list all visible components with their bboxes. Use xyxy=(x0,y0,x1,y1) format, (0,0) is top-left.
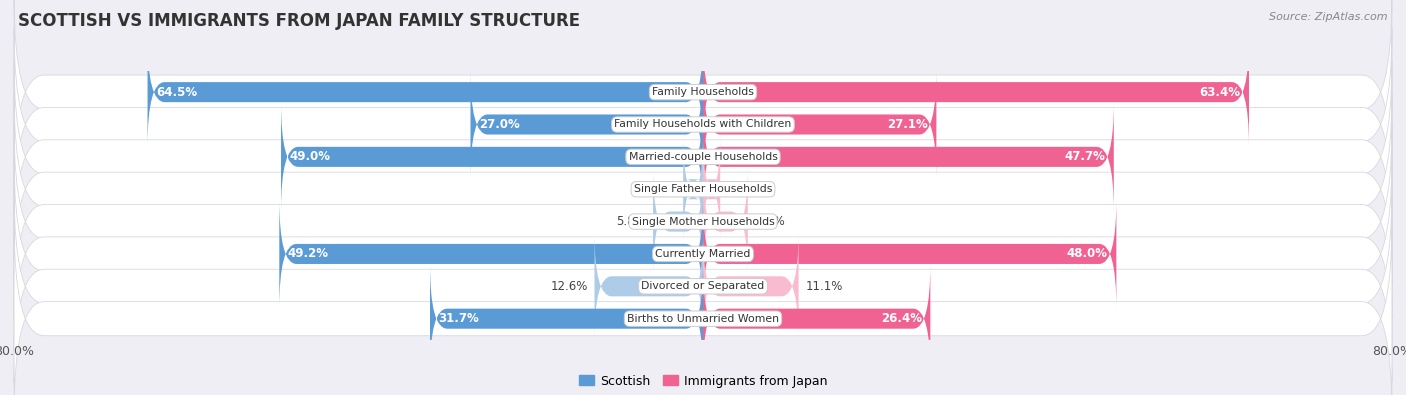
Text: Married-couple Households: Married-couple Households xyxy=(628,152,778,162)
FancyBboxPatch shape xyxy=(703,102,1114,212)
FancyBboxPatch shape xyxy=(703,199,1116,308)
FancyBboxPatch shape xyxy=(652,167,703,276)
FancyBboxPatch shape xyxy=(14,125,1392,318)
Text: SCOTTISH VS IMMIGRANTS FROM JAPAN FAMILY STRUCTURE: SCOTTISH VS IMMIGRANTS FROM JAPAN FAMILY… xyxy=(18,12,581,30)
FancyBboxPatch shape xyxy=(471,70,703,179)
FancyBboxPatch shape xyxy=(14,0,1392,188)
FancyBboxPatch shape xyxy=(703,135,720,244)
Text: 64.5%: 64.5% xyxy=(156,86,197,99)
FancyBboxPatch shape xyxy=(14,93,1392,286)
Text: 63.4%: 63.4% xyxy=(1199,86,1240,99)
FancyBboxPatch shape xyxy=(148,38,703,147)
Text: Divorced or Separated: Divorced or Separated xyxy=(641,281,765,291)
Text: 11.1%: 11.1% xyxy=(806,280,842,293)
Text: Single Father Households: Single Father Households xyxy=(634,184,772,194)
FancyBboxPatch shape xyxy=(703,264,931,373)
Legend: Scottish, Immigrants from Japan: Scottish, Immigrants from Japan xyxy=(574,370,832,393)
Text: 5.2%: 5.2% xyxy=(755,215,785,228)
Text: Source: ZipAtlas.com: Source: ZipAtlas.com xyxy=(1270,12,1388,22)
FancyBboxPatch shape xyxy=(703,167,748,276)
Text: Births to Unmarried Women: Births to Unmarried Women xyxy=(627,314,779,324)
FancyBboxPatch shape xyxy=(14,222,1392,395)
Text: Family Households with Children: Family Households with Children xyxy=(614,120,792,130)
Text: 48.0%: 48.0% xyxy=(1067,247,1108,260)
FancyBboxPatch shape xyxy=(14,61,1392,253)
FancyBboxPatch shape xyxy=(281,102,703,212)
Text: Family Households: Family Households xyxy=(652,87,754,97)
Text: 5.8%: 5.8% xyxy=(617,215,647,228)
Text: 2.0%: 2.0% xyxy=(727,183,756,196)
Text: 49.2%: 49.2% xyxy=(288,247,329,260)
FancyBboxPatch shape xyxy=(280,199,703,308)
FancyBboxPatch shape xyxy=(703,70,936,179)
Text: 27.0%: 27.0% xyxy=(479,118,520,131)
Text: 47.7%: 47.7% xyxy=(1064,150,1105,164)
Text: 49.0%: 49.0% xyxy=(290,150,330,164)
FancyBboxPatch shape xyxy=(703,38,1249,147)
FancyBboxPatch shape xyxy=(703,231,799,341)
FancyBboxPatch shape xyxy=(430,264,703,373)
FancyBboxPatch shape xyxy=(14,28,1392,221)
FancyBboxPatch shape xyxy=(14,158,1392,350)
FancyBboxPatch shape xyxy=(595,231,703,341)
FancyBboxPatch shape xyxy=(14,190,1392,382)
Text: 26.4%: 26.4% xyxy=(880,312,922,325)
Text: Currently Married: Currently Married xyxy=(655,249,751,259)
Text: 31.7%: 31.7% xyxy=(439,312,479,325)
FancyBboxPatch shape xyxy=(683,135,703,244)
Text: Single Mother Households: Single Mother Households xyxy=(631,216,775,227)
Text: 12.6%: 12.6% xyxy=(550,280,588,293)
Text: 2.3%: 2.3% xyxy=(647,183,676,196)
Text: 27.1%: 27.1% xyxy=(887,118,928,131)
